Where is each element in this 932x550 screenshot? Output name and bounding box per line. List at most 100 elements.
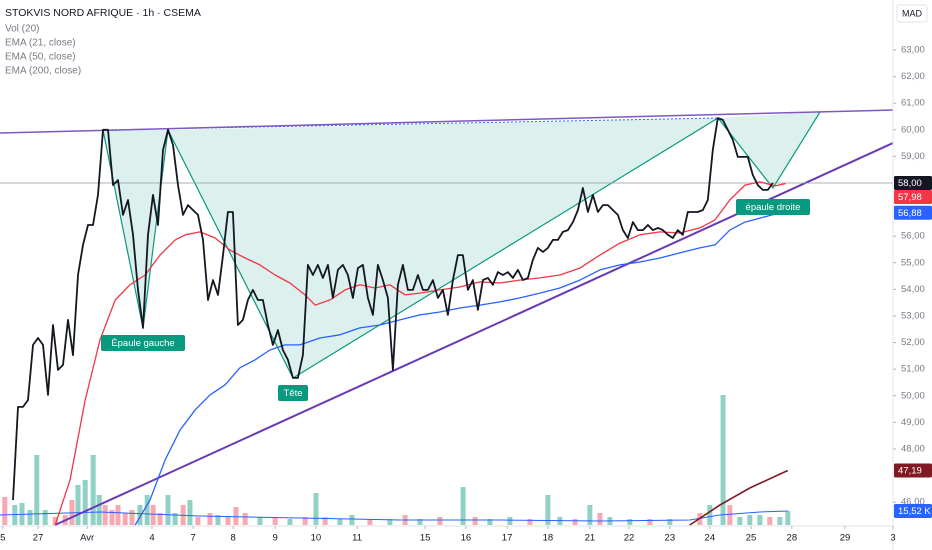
x-tick-label: 18 [543,533,554,544]
x-tick-label: 21 [585,533,596,544]
x-tick-label: 3 [890,533,895,544]
x-tick-label: 9 [272,533,277,544]
unit: MAD [902,8,923,18]
volume-bar [460,486,466,525]
ema-line [54,181,786,526]
last-value-box [894,463,932,478]
price-axis [893,0,932,550]
y-tick-label: 61,00 [901,98,925,109]
legend-volume: Vol (20) [5,24,39,35]
annotation-box [278,385,308,401]
volume-bar [215,514,221,525]
volume-bar [187,499,193,525]
volume-bar [144,494,150,525]
last-value-label: 56,88 [898,208,922,219]
ema-line [689,469,789,526]
x-tick-label: 16 [461,533,472,544]
volume-bar [757,514,763,525]
volume-bar [367,519,373,525]
volume-bar [527,519,533,525]
annotation-text: Tête [283,388,302,399]
volume-bar [165,494,171,525]
y-tick-label: 62,00 [901,71,925,82]
volume-bar [313,492,319,525]
y-tick-label: 48,00 [901,443,925,454]
volume-bar [195,516,201,525]
volume-bar [2,497,8,525]
volume-bar [257,516,263,525]
volume-bar [52,516,58,525]
volume-bar [242,513,248,525]
last-value-label: 58,00 [898,178,922,189]
x-tick-label: 29 [840,533,851,544]
axes: 63,00 62,00 61,00 60,00 59,00 56,00 55,00 54,00… [0,45,932,544]
volume-bar [322,516,328,525]
volume-bar [507,516,513,525]
volume-bar [272,516,278,525]
y-tick-label: 63,00 [901,45,925,56]
volume-bar [129,509,135,525]
volume-bar [767,516,773,525]
volume-bar [597,513,603,525]
volume-bar [233,507,239,525]
volume-ma-line [0,510,788,522]
legend-ema200: EMA (200, close) [5,66,81,77]
volume-bar [777,516,783,525]
volume-bar [157,513,163,525]
y-tick-label: 46,00 [901,497,925,508]
volume-bar [387,519,393,525]
volume-bar [207,513,213,525]
annotation-box [736,199,810,215]
volume-bar [572,519,578,525]
x-tick-label: 10 [311,533,322,544]
volume-bar [647,519,653,525]
y-tick-label: 49,00 [901,417,925,428]
volume-bar [75,485,81,525]
volume-bar [96,494,102,525]
volume-bar [720,394,726,525]
x-tick-label: 22 [624,533,635,544]
volume-bar [102,505,108,525]
volume-bar [349,514,355,525]
volume-bar [42,509,48,525]
volume-bar [472,516,478,525]
price-line-series [12,117,774,501]
last-value-label: 15,52 K [898,506,931,517]
y-tick-label: 60,00 [901,124,925,135]
volume-bar [150,505,156,525]
lines [0,117,893,526]
annotation-text: épaule droite [746,202,801,213]
volume-bar [172,513,178,525]
last-value-label: 47,19 [898,465,922,476]
volume-bar [337,519,343,525]
x-tick-label: 17 [502,533,513,544]
last-value-box [894,205,932,220]
y-tick-label: 53,00 [901,310,925,321]
x-tick-label: 11 [352,533,362,544]
volume-bar [287,519,293,525]
x-tick-label: 5 [0,533,5,544]
last-value-box [894,504,932,518]
y-tick-label: 50,00 [901,390,925,401]
chart-title: STOKVIS NORD AFRIQUE · 1h · CSEMA [5,7,201,19]
y-tick-label: 54,00 [901,284,925,295]
y-tick-label: 59,00 [901,151,925,162]
ema-line [134,212,786,526]
volume-bar [587,505,593,525]
x-tick-label: 28 [787,533,798,544]
x-tick-label: 27 [33,533,44,544]
x-tick-label: 24 [705,533,716,544]
volume-bar [667,519,673,525]
x-tick-label: 7 [191,533,196,544]
x-tick-label: 15 [420,533,431,544]
volume-bar [437,516,443,525]
volume-bar [727,505,733,525]
unit-box [896,4,928,23]
legend-ema21: EMA (21, close) [5,38,76,49]
volume-bar [302,516,308,525]
neckline-dotted [102,117,719,131]
volume-bar [487,519,493,525]
y-tick-label: 56,00 [901,231,925,242]
